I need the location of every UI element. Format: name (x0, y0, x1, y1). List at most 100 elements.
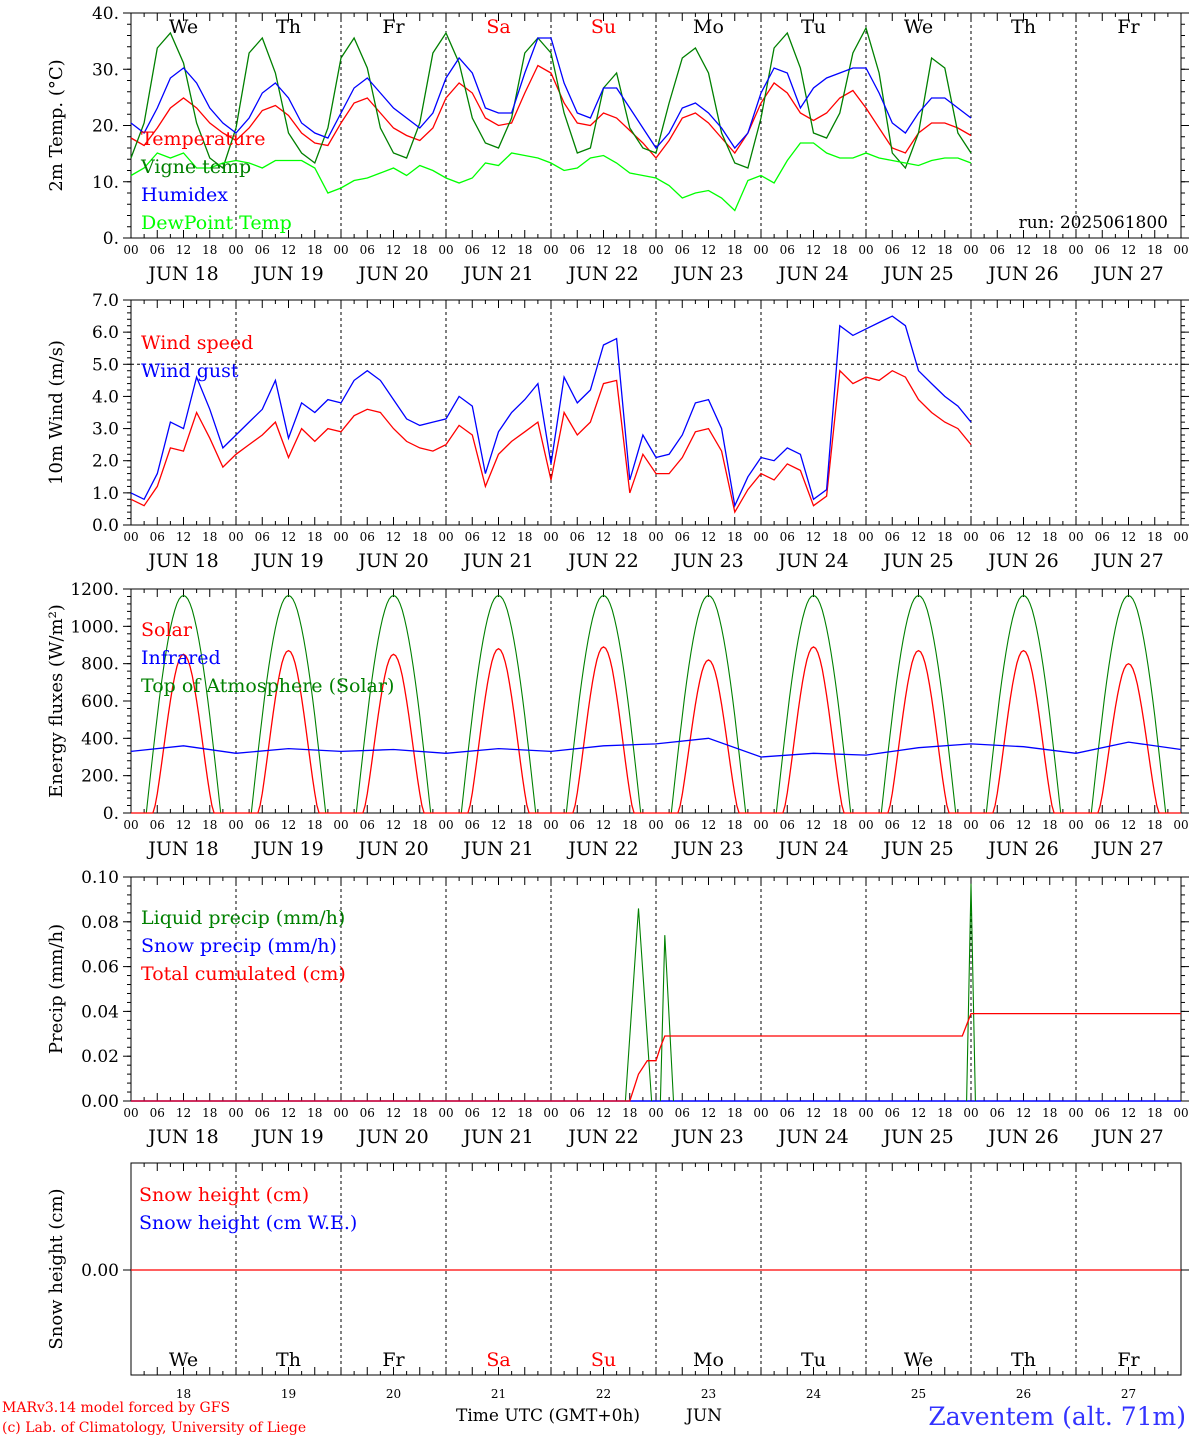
hour-tick-label: 12 (911, 243, 926, 257)
hour-tick-label: 12 (911, 818, 926, 832)
y-tick-label: 600. (81, 692, 119, 712)
hour-tick-label: 12 (1121, 243, 1136, 257)
y-tick-label: 1000. (70, 617, 119, 637)
day-number-label: 25 (911, 1387, 926, 1401)
hour-tick-label: 06 (150, 530, 165, 544)
hour-tick-label: 00 (753, 1106, 768, 1120)
date-label: JUN 18 (146, 550, 218, 572)
hour-tick-label: 00 (123, 530, 138, 544)
date-label: JUN 21 (461, 550, 533, 572)
weekday-label: We (169, 1349, 198, 1371)
hour-tick-label: 12 (281, 530, 296, 544)
hour-tick-label: 18 (937, 530, 952, 544)
hour-tick-label: 00 (963, 243, 978, 257)
hour-tick-label: 00 (858, 1106, 873, 1120)
hour-tick-label: 06 (990, 530, 1005, 544)
hour-tick-label: 18 (1042, 1106, 1057, 1120)
hour-tick-label: 06 (990, 243, 1005, 257)
legend-entry: Total cumulated (cm) (141, 963, 346, 985)
day-number-label: 20 (386, 1387, 401, 1401)
hour-tick-label: 18 (517, 1106, 532, 1120)
series-humidex (130, 37, 972, 150)
hour-tick-label: 00 (228, 1106, 243, 1120)
hour-tick-label: 18 (832, 243, 847, 257)
hour-tick-label: 00 (1173, 1106, 1188, 1120)
date-label: JUN 22 (566, 263, 638, 285)
hour-tick-label: 12 (701, 1106, 716, 1120)
plot-frame (130, 12, 1182, 239)
hour-tick-label: 00 (228, 530, 243, 544)
hour-tick-label: 06 (885, 243, 900, 257)
hour-tick-label: 06 (255, 818, 270, 832)
hour-tick-label: 00 (543, 530, 558, 544)
hour-tick-label: 06 (990, 818, 1005, 832)
hour-tick-label: 06 (360, 818, 375, 832)
date-label: JUN 18 (146, 838, 218, 860)
y-axis-label: Energy fluxes (W/m²) (46, 604, 67, 798)
day-number-label: 22 (596, 1387, 611, 1401)
hour-tick-label: 00 (648, 1106, 663, 1120)
hour-tick-label: 00 (963, 530, 978, 544)
y-tick-label: 0.08 (81, 913, 119, 933)
hour-tick-label: 12 (176, 1106, 191, 1120)
hour-tick-label: 18 (412, 818, 427, 832)
day-number-label: 26 (1016, 1387, 1031, 1401)
hour-tick-label: 12 (1016, 818, 1031, 832)
hour-tick-label: 00 (1173, 818, 1188, 832)
weekday-label: Th (1011, 1349, 1036, 1371)
date-label: JUN 20 (356, 263, 428, 285)
hour-tick-label: 00 (753, 243, 768, 257)
hour-tick-label: 00 (228, 818, 243, 832)
hour-tick-label: 18 (202, 243, 217, 257)
series-liquid-precip (966, 883, 976, 1102)
legend-entry: Top of Atmosphere (Solar) (141, 675, 394, 697)
weekday-label: Tu (801, 16, 826, 38)
hour-tick-label: 06 (150, 1106, 165, 1120)
run-label: run: 2025061800 (1019, 213, 1168, 233)
hour-tick-label: 18 (1042, 818, 1057, 832)
weekday-label: Tu (801, 1349, 826, 1371)
hour-tick-label: 06 (780, 530, 795, 544)
hour-tick-label: 12 (701, 243, 716, 257)
weekday-label: Th (276, 1349, 301, 1371)
day-number-label: 19 (281, 1387, 296, 1401)
hour-tick-label: 12 (176, 243, 191, 257)
weekday-label: Sa (486, 1349, 510, 1371)
hour-tick-label: 06 (1095, 243, 1110, 257)
weekday-label: Mo (693, 1349, 724, 1371)
legend-entry: Liquid precip (mm/h) (141, 907, 345, 929)
hour-tick-label: 18 (832, 530, 847, 544)
legend-entry: Wind gust (141, 360, 239, 382)
hour-tick-label: 18 (937, 243, 952, 257)
hour-tick-label: 12 (596, 1106, 611, 1120)
y-tick-label: 40. (92, 4, 119, 24)
date-label: JUN 20 (356, 550, 428, 572)
hour-tick-label: 18 (727, 530, 742, 544)
hour-tick-label: 00 (123, 243, 138, 257)
hour-tick-label: 00 (438, 1106, 453, 1120)
y-tick-label: 10. (92, 173, 119, 193)
date-label: JUN 22 (566, 550, 638, 572)
date-label: JUN 25 (881, 550, 953, 572)
y-tick-label: 7.0 (92, 291, 119, 311)
hour-tick-label: 18 (202, 530, 217, 544)
hour-tick-label: 12 (1016, 243, 1031, 257)
weekday-label: We (169, 16, 198, 38)
hour-tick-label: 12 (1121, 1106, 1136, 1120)
hour-tick-label: 18 (727, 1106, 742, 1120)
y-axis-label: Precip (mm/h) (46, 924, 67, 1054)
hour-tick-label: 18 (727, 818, 742, 832)
hour-tick-label: 06 (465, 818, 480, 832)
weekday-label: We (904, 1349, 933, 1371)
weekday-label: Su (591, 1349, 616, 1371)
hour-tick-label: 06 (570, 530, 585, 544)
plot-frame (130, 588, 1182, 814)
weekday-label: Mo (693, 16, 724, 38)
legend-entry: Snow height (cm W.E.) (139, 1212, 357, 1234)
y-tick-label: 200. (81, 767, 119, 787)
hour-tick-label: 00 (438, 530, 453, 544)
hour-tick-label: 18 (937, 1106, 952, 1120)
hour-tick-label: 18 (412, 243, 427, 257)
date-label: JUN 26 (986, 1126, 1058, 1148)
